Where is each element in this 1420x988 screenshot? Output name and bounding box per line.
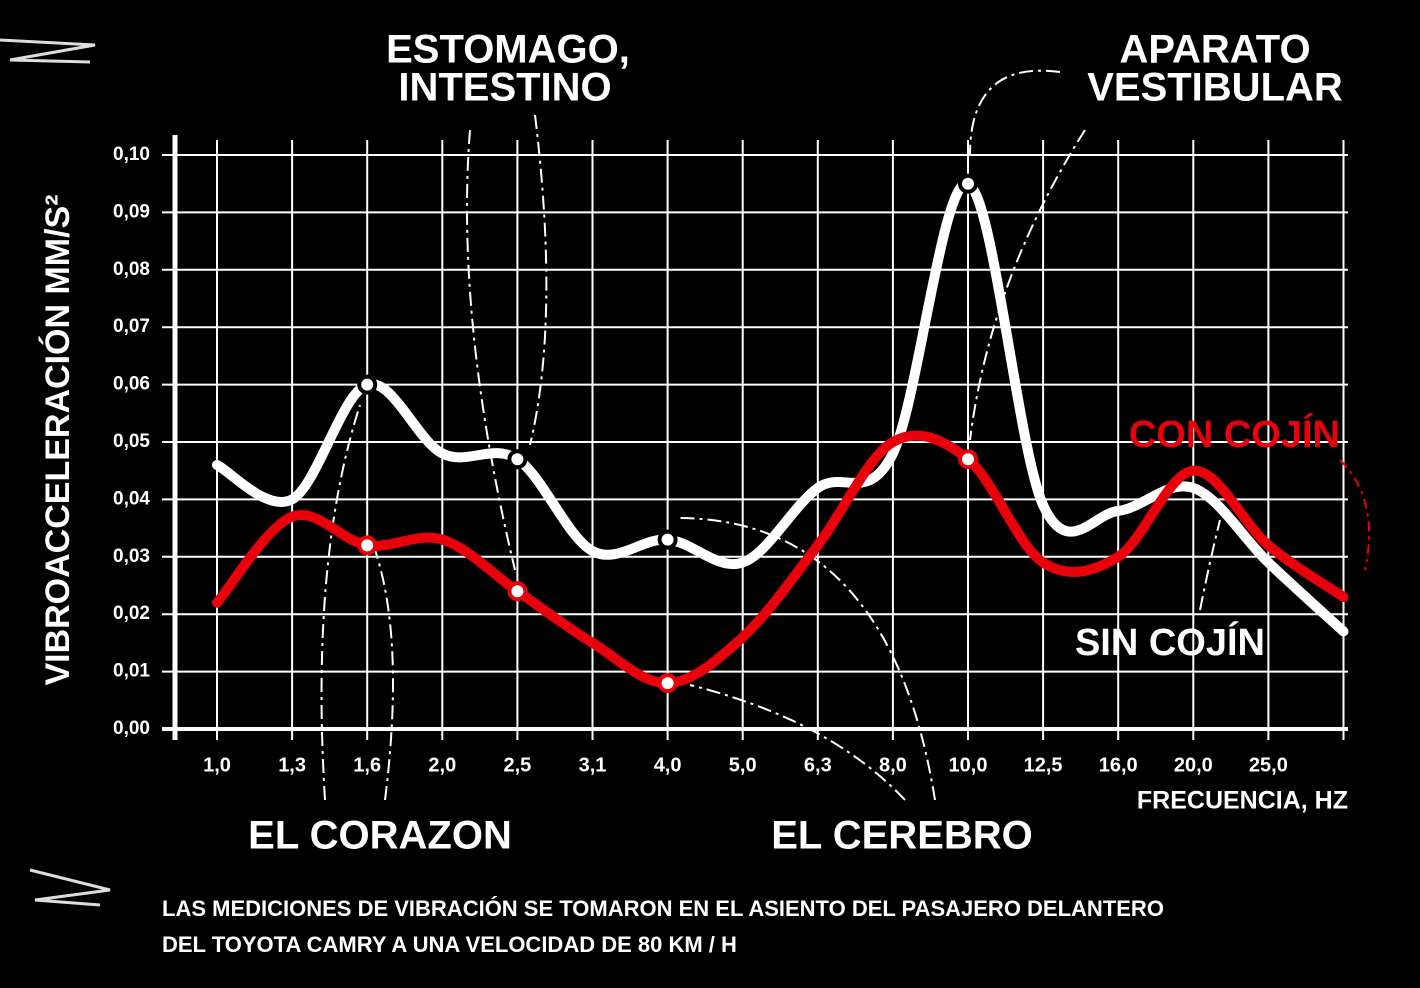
x-tick-label: 16,0 xyxy=(1099,754,1138,776)
annotation: ESTOMAGO, xyxy=(386,28,630,72)
y-tick-label: 0,05 xyxy=(113,431,150,452)
x-tick-label: 10,0 xyxy=(949,754,988,776)
y-tick-label: 0,04 xyxy=(113,488,150,509)
data-point xyxy=(958,449,978,470)
note: DEL TOYOTA CAMRY A UNA VELOCIDAD DE 80 K… xyxy=(162,932,737,957)
x-tick-label: 12,5 xyxy=(1024,754,1063,776)
data-point xyxy=(657,673,678,694)
y-tick-label: 0,08 xyxy=(113,259,150,280)
x-tick-label: 6,3 xyxy=(804,754,832,776)
legend-entry: CON COJÍN xyxy=(1129,412,1340,456)
data-point xyxy=(657,529,678,550)
y-tick-label: 0,10 xyxy=(113,144,150,165)
decor xyxy=(0,38,1371,907)
x-tick-label: 5,0 xyxy=(729,754,757,776)
x-tick-label: 8,0 xyxy=(879,754,907,776)
x-tick-label: 3,1 xyxy=(579,754,607,776)
annotation: APARATO xyxy=(1119,28,1310,72)
y-tick-label: 0,09 xyxy=(113,201,150,222)
data-point xyxy=(357,535,378,556)
y-tick-label: 0,02 xyxy=(113,603,150,624)
y-tick-label: 0,06 xyxy=(113,374,150,395)
x-tick-label: 1,3 xyxy=(278,754,306,776)
x-tick-label: 2,0 xyxy=(428,754,456,776)
data-point xyxy=(507,581,528,602)
grid xyxy=(162,135,1348,740)
series-line xyxy=(212,178,1349,637)
y-tick-label: 0,00 xyxy=(113,718,150,739)
y-tick-label: 0,01 xyxy=(113,661,150,682)
annotation: VESTIBULAR xyxy=(1087,66,1343,110)
data-point xyxy=(507,449,528,470)
annotation: EL CORAZON xyxy=(248,814,512,858)
data-point xyxy=(357,374,378,395)
x-tick-label: 1,6 xyxy=(353,754,381,776)
x-tick-label: 25,0 xyxy=(1249,754,1288,776)
annotation: INTESTINO xyxy=(398,66,611,110)
legend-entry: SIN COJÍN xyxy=(1075,620,1265,664)
x-tick-label: 4,0 xyxy=(654,754,682,776)
series-line xyxy=(212,430,1349,689)
x-tick-label: 20,0 xyxy=(1174,754,1213,776)
x-tick-label: 1,0 xyxy=(203,754,231,776)
x-tick-label: 2,5 xyxy=(503,754,531,776)
x-axis-label: FRECUENCIA, HZ xyxy=(1137,787,1348,815)
annotation: EL CEREBRO xyxy=(771,814,1033,858)
note: LAS MEDICIONES DE VIBRACIÓN SE TOMARON E… xyxy=(162,896,1164,921)
data-point xyxy=(958,173,978,194)
y-axis-label: VIBROACCELERACIÓN MM/S² xyxy=(39,194,77,685)
y-tick-label: 0,07 xyxy=(113,316,150,337)
y-tick-label: 0,03 xyxy=(113,546,150,567)
